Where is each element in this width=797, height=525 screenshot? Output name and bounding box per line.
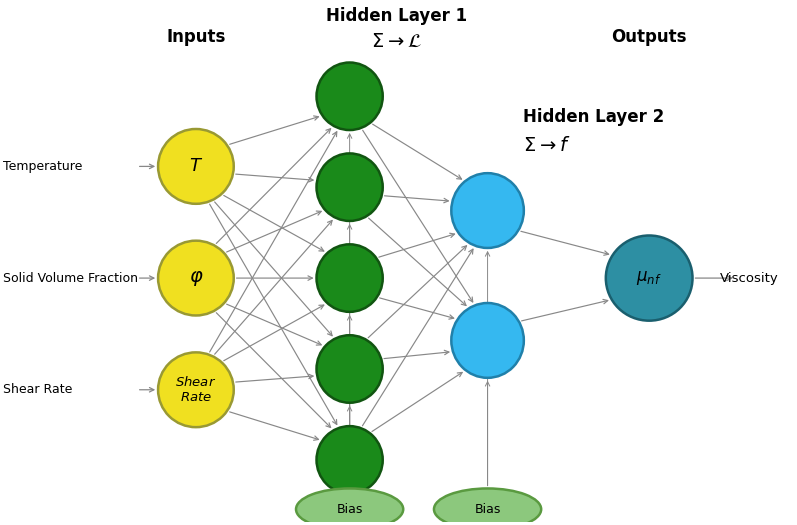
Text: Bias: Bias xyxy=(336,503,363,516)
Text: Solid Volume Fraction: Solid Volume Fraction xyxy=(2,271,138,285)
Text: Inputs: Inputs xyxy=(167,27,226,46)
Text: $\mu_{nf}$: $\mu_{nf}$ xyxy=(636,269,662,287)
Text: Hidden Layer 1: Hidden Layer 1 xyxy=(326,7,468,25)
Text: $\Sigma \rightarrow \mathcal{L}$: $\Sigma \rightarrow \mathcal{L}$ xyxy=(371,32,422,51)
Ellipse shape xyxy=(158,240,234,316)
Text: Temperature: Temperature xyxy=(2,160,82,173)
Text: $\Sigma \rightarrow f$: $\Sigma \rightarrow f$ xyxy=(523,136,571,155)
Ellipse shape xyxy=(316,335,383,403)
Ellipse shape xyxy=(316,62,383,130)
Text: Viscosity: Viscosity xyxy=(720,271,779,285)
Ellipse shape xyxy=(158,352,234,427)
Text: $\mathit{T}$: $\mathit{T}$ xyxy=(189,158,203,175)
Ellipse shape xyxy=(451,303,524,378)
Ellipse shape xyxy=(316,426,383,493)
Ellipse shape xyxy=(451,173,524,248)
Text: Bias: Bias xyxy=(474,503,501,516)
Text: $\mathit{Shear}$
$\mathit{Rate}$: $\mathit{Shear}$ $\mathit{Rate}$ xyxy=(175,375,217,404)
Ellipse shape xyxy=(316,153,383,221)
Ellipse shape xyxy=(606,236,693,321)
Ellipse shape xyxy=(158,129,234,204)
Text: Hidden Layer 2: Hidden Layer 2 xyxy=(523,108,664,126)
Text: Shear Rate: Shear Rate xyxy=(2,383,73,396)
Ellipse shape xyxy=(296,488,403,525)
Text: Outputs: Outputs xyxy=(611,27,687,46)
Text: $\varphi$: $\varphi$ xyxy=(189,269,203,288)
Ellipse shape xyxy=(316,244,383,312)
Ellipse shape xyxy=(434,488,541,525)
